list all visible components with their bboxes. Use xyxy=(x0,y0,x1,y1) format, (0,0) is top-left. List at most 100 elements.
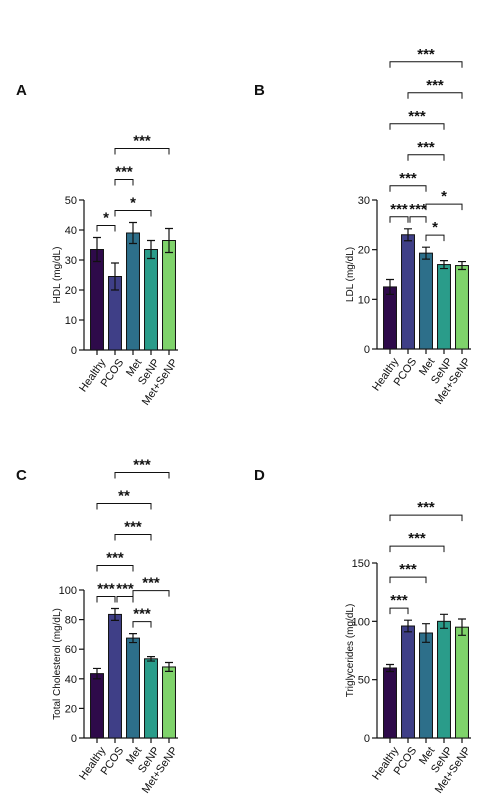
significance-bracket xyxy=(407,92,463,99)
bar xyxy=(401,625,415,739)
significance-label: *** xyxy=(399,561,417,578)
bar xyxy=(108,613,122,739)
significance-bracket xyxy=(96,503,152,510)
error-bar xyxy=(147,239,155,260)
error-bar xyxy=(404,619,412,633)
significance-label: *** xyxy=(116,581,134,598)
error-bar xyxy=(458,260,466,271)
bar xyxy=(126,232,140,351)
error-bar xyxy=(440,613,448,629)
panel-label: C xyxy=(16,467,27,484)
y-tick-label: 0 xyxy=(364,733,370,745)
significance-label: *** xyxy=(399,170,417,187)
significance-bracket xyxy=(389,61,463,68)
y-axis-label: HDL (mg/dL) xyxy=(52,247,63,304)
y-tick-label: 80 xyxy=(65,615,77,627)
significance-label: *** xyxy=(115,164,133,181)
significance-bracket xyxy=(96,225,116,232)
bar xyxy=(401,234,415,350)
y-tick-label: 20 xyxy=(65,285,77,297)
bar xyxy=(455,626,469,739)
significance-bracket xyxy=(132,621,152,628)
panel-label: B xyxy=(254,82,265,99)
error-bar xyxy=(129,633,137,644)
y-tick-label: 50 xyxy=(358,675,370,687)
bar xyxy=(144,249,158,351)
y-tick-label: 100 xyxy=(59,585,77,597)
y-tick-label: 0 xyxy=(71,733,77,745)
bar xyxy=(383,286,397,350)
significance-bracket xyxy=(389,123,445,130)
bar xyxy=(437,620,451,739)
error-bar xyxy=(93,667,101,680)
bar xyxy=(90,673,104,739)
significance-label: * xyxy=(432,219,438,236)
significance-label: * xyxy=(103,210,109,227)
error-bar xyxy=(440,259,448,270)
bar xyxy=(126,637,140,739)
significance-label: *** xyxy=(124,519,142,536)
significance-bracket xyxy=(407,154,445,161)
significance-bracket xyxy=(425,203,463,211)
significance-bracket xyxy=(389,514,463,522)
significance-label: *** xyxy=(106,550,124,567)
significance-label: *** xyxy=(390,592,408,609)
error-bar xyxy=(404,228,412,242)
panel-label: A xyxy=(16,82,27,99)
significance-label: * xyxy=(130,195,136,212)
error-bar xyxy=(129,221,137,245)
y-tick-label: 0 xyxy=(364,344,370,356)
bar xyxy=(419,252,433,350)
significance-bracket xyxy=(425,234,445,242)
significance-bracket xyxy=(389,185,427,192)
significance-label: *** xyxy=(97,581,115,598)
bar xyxy=(162,666,176,739)
significance-label: *** xyxy=(133,457,151,474)
significance-bracket xyxy=(114,534,152,541)
error-bar xyxy=(422,246,430,260)
bar xyxy=(144,658,158,739)
significance-label: *** xyxy=(408,530,426,547)
significance-label: ** xyxy=(118,488,130,505)
significance-bracket xyxy=(389,576,427,584)
y-tick-label: 30 xyxy=(358,195,370,207)
significance-bracket xyxy=(409,216,427,223)
significance-label: *** xyxy=(390,201,408,218)
y-axis-label: LDL (mg/dL) xyxy=(345,247,356,302)
error-bar xyxy=(386,663,394,673)
significance-bracket xyxy=(114,179,134,186)
significance-bracket xyxy=(114,148,170,155)
bar xyxy=(437,264,451,350)
y-tick-label: 40 xyxy=(65,225,77,237)
y-tick-label: 100 xyxy=(352,616,370,628)
bar xyxy=(383,667,397,739)
y-tick-label: 10 xyxy=(358,294,370,306)
significance-label: *** xyxy=(417,46,435,63)
panel-label: D xyxy=(254,467,265,484)
significance-bracket xyxy=(389,545,445,553)
significance-label: * xyxy=(441,188,447,205)
y-axis-label: Triglycerides (mg/dL) xyxy=(345,604,356,698)
y-tick-label: 20 xyxy=(358,245,370,257)
y-tick-label: 0 xyxy=(71,345,77,357)
significance-label: *** xyxy=(133,606,151,623)
significance-label: *** xyxy=(133,133,151,150)
significance-bracket xyxy=(132,590,170,597)
significance-bracket xyxy=(116,596,134,603)
error-bar xyxy=(386,278,394,295)
error-bar xyxy=(93,236,101,263)
y-tick-label: 20 xyxy=(65,703,77,715)
significance-label: *** xyxy=(417,499,435,516)
error-bar xyxy=(147,656,155,662)
significance-bracket xyxy=(96,596,116,603)
error-bar xyxy=(458,618,466,636)
y-tick-label: 60 xyxy=(65,644,77,656)
error-bar xyxy=(111,607,119,621)
significance-label: *** xyxy=(409,201,427,218)
y-tick-label: 30 xyxy=(65,255,77,267)
significance-label: *** xyxy=(426,77,444,94)
